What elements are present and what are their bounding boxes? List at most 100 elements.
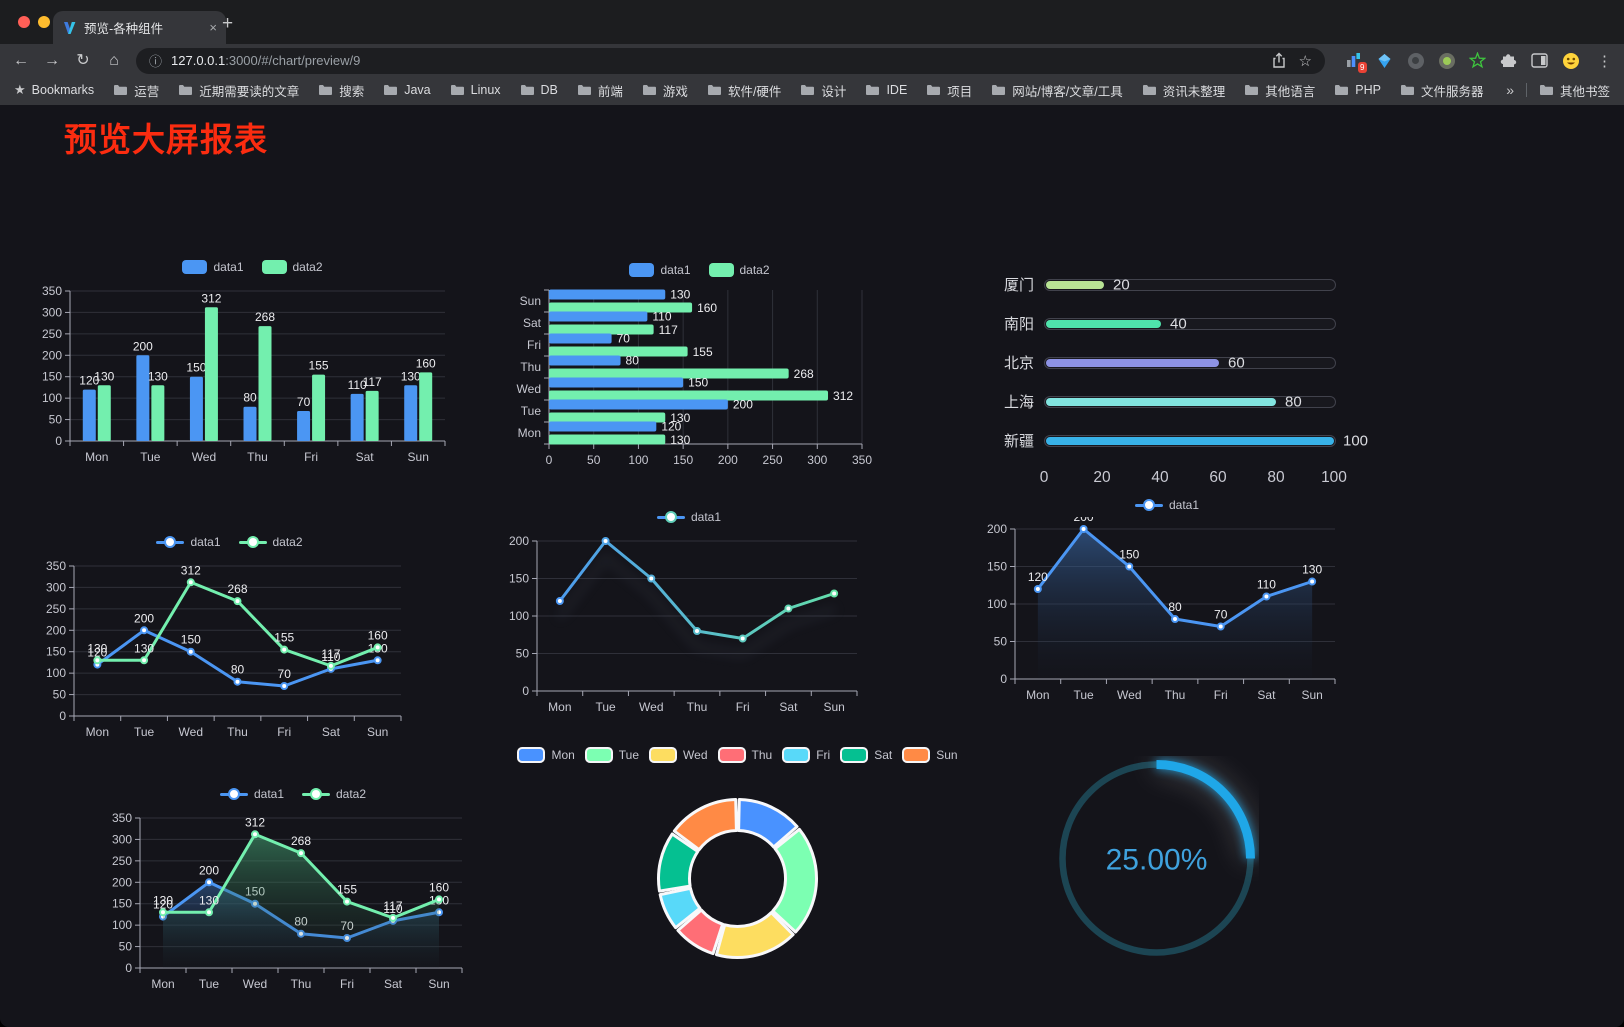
donut-slice-Mon[interactable]	[737, 798, 799, 849]
bookmark-item[interactable]: 运营	[113, 81, 159, 100]
extensions-puzzle-icon[interactable]	[1499, 51, 1518, 70]
svg-text:150: 150	[186, 361, 206, 375]
extension-star-icon[interactable]	[1468, 51, 1487, 70]
minimize-window-button[interactable]	[38, 16, 50, 28]
legend-item-data2[interactable]: data2	[708, 263, 770, 277]
legend-item-data1[interactable]: data1	[156, 535, 221, 549]
browser-tab[interactable]: 预览-各种组件 ×	[53, 11, 226, 44]
bookmark-item[interactable]: 文件服务器	[1400, 81, 1484, 100]
home-icon[interactable]: ⌂	[109, 51, 119, 69]
bookmark-item[interactable]: 软件/硬件	[707, 81, 781, 100]
bookmarks-root[interactable]: ★ Bookmarks	[14, 82, 94, 98]
tab-strip: 预览-各种组件 × +	[0, 0, 1624, 44]
bookmark-item[interactable]: 设计	[800, 81, 846, 100]
emoji-extension-icon[interactable]	[1561, 51, 1580, 70]
legend-line-icon	[656, 510, 685, 524]
donut-slice-Tue[interactable]	[771, 827, 818, 934]
svg-text:Fri: Fri	[1214, 688, 1228, 702]
legend-item-Thu[interactable]: Thu	[717, 747, 773, 763]
bookmark-item[interactable]: 搜索	[318, 81, 364, 100]
donut-slice-Sat[interactable]	[657, 832, 700, 893]
legend-item-data1[interactable]: data1	[1134, 498, 1199, 512]
bookmark-star-icon[interactable]: ☆	[1298, 52, 1312, 70]
legend-item-data1[interactable]: data1	[219, 787, 284, 801]
legend-item-data1[interactable]: data1	[182, 260, 244, 274]
svg-text:268: 268	[794, 367, 814, 381]
folder-icon	[800, 84, 815, 96]
legend-item-data1[interactable]: data1	[629, 263, 691, 277]
svg-text:312: 312	[833, 389, 853, 403]
bookmark-item[interactable]: 前端	[577, 81, 623, 100]
bookmark-item[interactable]: IDE	[865, 83, 907, 97]
bookmark-item[interactable]: PHP	[1334, 83, 1381, 97]
progress-axis: 0 20 40 60 80 100	[1040, 460, 1347, 490]
svg-text:130: 130	[153, 893, 173, 907]
extension-blocks-icon[interactable]: 9	[1344, 51, 1367, 73]
tab-close-icon[interactable]: ×	[209, 20, 217, 35]
bookmark-item[interactable]: 项目	[926, 81, 972, 100]
extension-gem-icon[interactable]	[1375, 51, 1394, 70]
legend-item-data1[interactable]: data1	[656, 510, 721, 524]
svg-text:80: 80	[231, 663, 245, 677]
svg-text:200: 200	[509, 534, 529, 548]
bookmark-item[interactable]: Java	[383, 83, 431, 97]
legend-swatch-icon	[840, 747, 869, 763]
back-icon[interactable]: ←	[13, 51, 29, 69]
url-text: 127.0.0.1:3000/#/chart/preview/9	[171, 53, 360, 68]
svg-text:250: 250	[42, 327, 62, 341]
bookmark-label: 搜索	[339, 84, 365, 99]
svg-text:Tue: Tue	[521, 404, 542, 418]
legend-item-data2[interactable]: data2	[238, 535, 303, 549]
svg-text:200: 200	[134, 611, 154, 625]
legend-label: Thu	[751, 748, 773, 762]
other-bookmarks-folder[interactable]: 其他书签	[1539, 81, 1610, 100]
chart-legend: Mon Tue Wed Thu Fri Sat Sun	[517, 743, 958, 767]
bookmark-item[interactable]: 近期需要读的文章	[178, 81, 299, 100]
svg-text:160: 160	[368, 628, 388, 642]
bookmark-item[interactable]: DB	[520, 83, 558, 97]
legend-item-Mon[interactable]: Mon	[517, 747, 575, 763]
close-window-button[interactable]	[18, 16, 30, 28]
progress-label: 上海	[1003, 394, 1034, 411]
folder-icon	[642, 84, 657, 96]
svg-text:50: 50	[49, 413, 63, 427]
bookmark-item[interactable]: 其他语言	[1244, 81, 1315, 100]
svg-text:268: 268	[255, 310, 275, 324]
svg-text:70: 70	[278, 667, 292, 681]
legend-swatch-icon	[517, 747, 546, 763]
forward-icon[interactable]: →	[44, 51, 60, 69]
legend-item-Fri[interactable]: Fri	[782, 747, 830, 763]
bookmark-label: 文件服务器	[1420, 84, 1484, 99]
chart-legend: data1	[505, 505, 873, 529]
extension-green-circle-icon[interactable]	[1437, 51, 1456, 70]
reload-icon[interactable]: ↻	[76, 51, 90, 69]
legend-item-Wed[interactable]: Wed	[649, 747, 708, 763]
donut-slice-Sun[interactable]	[672, 798, 738, 852]
donut-slice-Thu[interactable]	[676, 908, 725, 956]
extension-dark-circle-icon[interactable]	[1406, 51, 1425, 70]
legend-item-Sun[interactable]: Sun	[902, 747, 958, 763]
bookmarks-overflow-chevron[interactable]: »	[1506, 82, 1514, 98]
svg-text:Sun: Sun	[823, 700, 844, 714]
browser-menu-icon[interactable]: ⋮	[1597, 52, 1612, 70]
bookmark-item[interactable]: 资讯未整理	[1142, 81, 1225, 100]
progress-fill	[1046, 280, 1104, 289]
site-info-icon[interactable]: ⓘ	[149, 54, 163, 69]
svg-text:110: 110	[652, 310, 671, 324]
bookmark-item[interactable]: 网站/博客/文章/工具	[991, 81, 1123, 100]
legend-item-data2[interactable]: data2	[302, 787, 366, 801]
legend-item-data2[interactable]: data2	[261, 260, 323, 274]
share-icon[interactable]	[1271, 52, 1287, 69]
bookmark-item[interactable]: Linux	[450, 83, 501, 97]
donut-slice-Fri[interactable]	[658, 886, 702, 930]
bookmark-label: 前端	[597, 84, 623, 99]
bookmark-item[interactable]: 游戏	[642, 81, 688, 100]
legend-item-Tue[interactable]: Tue	[584, 747, 639, 763]
legend-item-Sat[interactable]: Sat	[840, 747, 892, 763]
sidebar-panel-icon[interactable]	[1530, 51, 1549, 70]
svg-text:200: 200	[987, 522, 1007, 536]
address-bar[interactable]: ⓘ 127.0.0.1:3000/#/chart/preview/9 ☆	[136, 47, 1325, 74]
folder-icon	[178, 84, 193, 96]
donut-slice-Wed[interactable]	[714, 911, 795, 959]
new-tab-button[interactable]: +	[222, 13, 234, 34]
